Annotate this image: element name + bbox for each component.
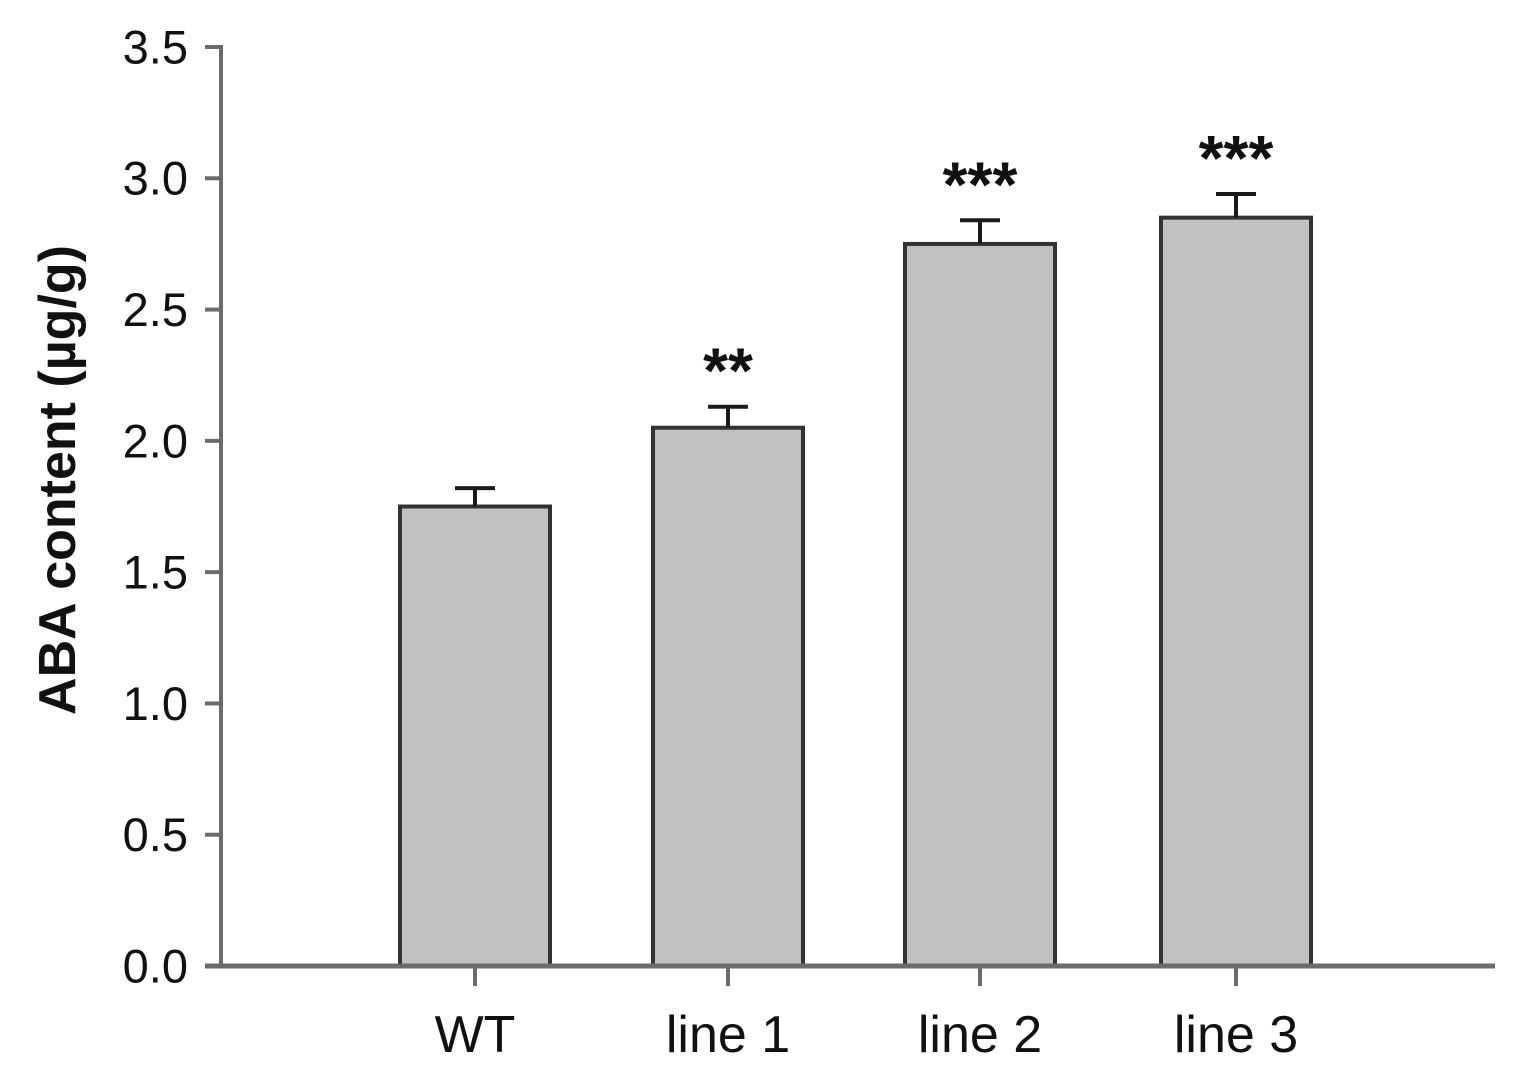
y-tick-label-1.0: 1.0	[123, 677, 188, 730]
y-tick-label-3.0: 3.0	[123, 152, 188, 205]
x-tick-label-line-3: line 3	[1174, 1006, 1298, 1064]
significance-label-line-1: **	[703, 335, 753, 407]
bar-line-1	[651, 425, 805, 968]
bar-wt	[398, 504, 552, 968]
labels-layer: WT ** line 1 *** line 2 *** line 3 0.0 0.5 1.0 1.5…	[123, 20, 1299, 1064]
bar-line-3	[1159, 215, 1313, 968]
bar-line-2	[903, 241, 1057, 968]
y-axis-title: ABA content (µg/g)	[29, 245, 87, 715]
ticks-layer	[205, 45, 1238, 986]
x-tick-label-line-2: line 2	[918, 1006, 1042, 1064]
y-tick-label-1.5: 1.5	[123, 546, 188, 599]
axes-layer	[205, 45, 1495, 969]
x-tick-label-line-1: line 1	[666, 1006, 790, 1064]
y-tick-label-0.5: 0.5	[123, 808, 188, 861]
error-bars-layer	[455, 192, 1256, 507]
x-tick-label-wt: WT	[435, 1006, 516, 1064]
significance-label-line-2: ***	[943, 148, 1018, 220]
significance-label-line-3: ***	[1199, 122, 1274, 194]
y-tick-label-2.5: 2.5	[123, 283, 188, 336]
y-tick-label-2.0: 2.0	[123, 414, 188, 467]
bars-layer	[398, 215, 1313, 968]
y-tick-label-0.0: 0.0	[123, 939, 188, 992]
y-tick-label-3.5: 3.5	[123, 20, 188, 73]
